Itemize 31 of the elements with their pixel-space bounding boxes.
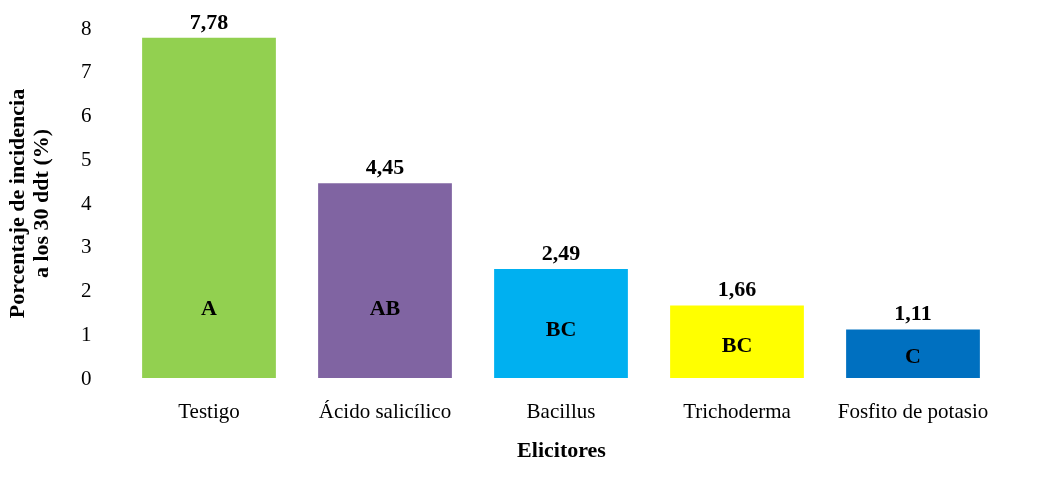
x-tick-label: Trichoderma (683, 398, 792, 423)
annotation: C (905, 343, 921, 369)
y-tick-label: 7 (81, 59, 92, 84)
y-tick-label: 0 (81, 365, 92, 390)
y-tick-label: 3 (81, 234, 92, 259)
y-tick-label: 5 (81, 146, 92, 171)
data-label: 7,78 (189, 8, 229, 34)
data-label: 2,49 (541, 240, 581, 266)
annotation: AB (369, 295, 401, 320)
x-tick-label: Testigo (178, 398, 240, 423)
y-tick-label: 8 (81, 15, 92, 40)
y-tick-label: 1 (81, 321, 92, 346)
annotation: BC (721, 332, 753, 358)
bar (142, 37, 276, 378)
data-label: 4,45 (365, 154, 405, 180)
y-tick-label: 4 (81, 190, 92, 215)
annotation: A (201, 295, 218, 320)
y-tick-label: 6 (81, 103, 92, 127)
bar (494, 269, 628, 378)
y-axis-title: Porcentaje de incidencia a los 30 ddt (%) (4, 88, 53, 319)
x-tick-label: Ácido salicílico (318, 398, 452, 423)
bar (318, 183, 452, 378)
x-tick-label: Bacillus (526, 398, 596, 423)
annotation: BC (545, 315, 577, 341)
bar (670, 305, 804, 378)
data-label: 1,11 (894, 300, 932, 326)
data-label: 1,66 (717, 276, 757, 302)
x-axis-title: Elicitores (517, 436, 607, 462)
y-tick-label: 2 (81, 278, 92, 302)
x-tick-label: Fosfito de potasio (837, 398, 989, 423)
bar (846, 329, 980, 378)
